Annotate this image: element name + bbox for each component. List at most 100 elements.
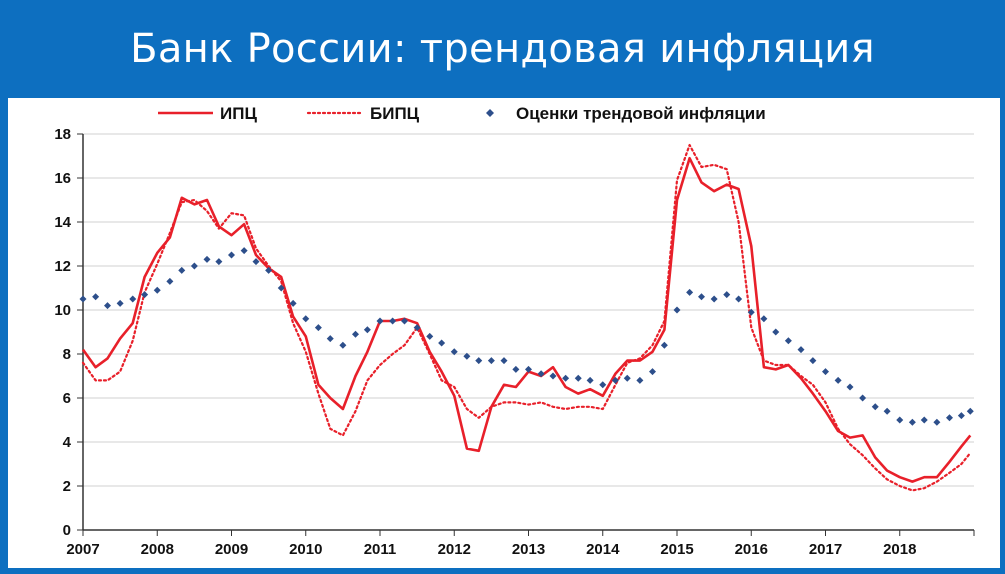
trend-marker xyxy=(686,288,694,296)
chart-series xyxy=(79,143,974,492)
y-tick-label: 14 xyxy=(54,214,71,231)
y-tick-label: 8 xyxy=(63,346,71,363)
trend-marker xyxy=(314,324,322,332)
x-tick-label: 2011 xyxy=(364,541,397,558)
trend-marker xyxy=(475,357,483,365)
trend-marker xyxy=(859,394,867,402)
chart-legend: ИПЦ БИПЦ Оценки трендовой инфляции xyxy=(158,104,766,123)
trend-marker xyxy=(450,348,458,356)
trend-marker xyxy=(376,317,384,325)
trend-marker xyxy=(871,403,879,411)
series-line-core-cpi xyxy=(81,143,972,492)
y-tick-label: 6 xyxy=(63,390,71,407)
title-banner: Банк России: трендовая инфляция xyxy=(0,0,1005,98)
trend-marker xyxy=(822,368,829,376)
trend-marker xyxy=(537,370,545,378)
x-tick-label: 2008 xyxy=(141,541,174,558)
trend-marker xyxy=(562,374,570,382)
trend-marker xyxy=(648,368,656,376)
y-tick-label: 10 xyxy=(54,302,71,319)
chart-panel: 0 2 4 6 8 10 12 14 16 18 2007 2008 2009 2010 2011 2012 2… xyxy=(8,98,1000,568)
trend-marker xyxy=(265,266,273,274)
y-tick-label: 16 xyxy=(54,170,71,187)
trend-marker xyxy=(240,247,248,255)
trend-marker xyxy=(660,341,668,349)
trend-marker xyxy=(277,284,285,292)
trend-marker xyxy=(710,295,718,303)
trend-marker xyxy=(351,330,359,338)
trend-marker xyxy=(252,258,260,266)
trend-marker xyxy=(549,372,557,380)
y-tick-label: 2 xyxy=(63,478,71,495)
trend-marker xyxy=(228,251,235,259)
trend-marker xyxy=(623,374,631,382)
x-tick-label: 2015 xyxy=(660,541,693,558)
trend-marker xyxy=(401,317,409,325)
trend-marker xyxy=(611,376,619,384)
trend-marker xyxy=(599,381,607,389)
x-tick-label: 2009 xyxy=(215,541,248,558)
page-title: Банк России: трендовая инфляция xyxy=(130,26,875,72)
trend-marker xyxy=(190,262,198,270)
trend-marker xyxy=(104,302,112,310)
legend-label: ИПЦ xyxy=(220,104,257,123)
trend-marker xyxy=(463,352,471,360)
trend-marker xyxy=(203,255,211,263)
y-tick-label: 18 xyxy=(54,126,71,143)
x-tick-label: 2013 xyxy=(512,541,545,558)
trend-marker xyxy=(723,291,731,299)
trend-marker xyxy=(389,317,397,325)
x-tick-label: 2018 xyxy=(883,541,916,558)
trend-marker xyxy=(636,376,644,384)
y-tick-label: 12 xyxy=(54,258,71,275)
trend-marker xyxy=(957,412,965,420)
line-chart: 0 2 4 6 8 10 12 14 16 18 2007 2008 2009 2010 2011 2012 2… xyxy=(54,104,975,558)
trend-marker xyxy=(129,295,137,303)
trend-marker xyxy=(141,291,149,299)
trend-marker xyxy=(215,258,223,266)
trend-marker xyxy=(760,315,768,323)
trend-marker xyxy=(426,332,434,340)
chart-axes: 0 2 4 6 8 10 12 14 16 18 2007 2008 2009 2010 2011 2012 2… xyxy=(54,126,975,558)
x-tick-label: 2016 xyxy=(735,541,768,558)
trend-marker xyxy=(698,293,706,301)
trend-marker xyxy=(747,308,755,316)
legend-label: БИПЦ xyxy=(370,104,420,123)
x-tick-label: 2007 xyxy=(66,541,99,558)
trend-marker xyxy=(846,383,854,391)
trend-marker xyxy=(966,407,974,415)
trend-marker xyxy=(772,328,780,336)
trend-marker xyxy=(116,299,124,307)
x-tick-label: 2012 xyxy=(438,541,471,558)
trend-marker xyxy=(908,418,916,426)
trend-marker xyxy=(326,335,334,343)
trend-marker xyxy=(920,416,928,424)
trend-marker xyxy=(289,299,297,307)
x-tick-label: 2014 xyxy=(586,541,620,558)
chart-grid xyxy=(83,133,974,531)
x-tick-label: 2017 xyxy=(809,541,842,558)
trend-marker xyxy=(525,365,532,373)
trend-marker xyxy=(178,266,186,274)
trend-marker xyxy=(512,365,520,373)
trend-marker xyxy=(586,376,594,384)
trend-marker xyxy=(302,315,310,323)
trend-marker xyxy=(834,376,842,384)
trend-marker xyxy=(92,293,100,301)
trend-marker xyxy=(363,326,371,334)
trend-marker xyxy=(883,407,891,415)
trend-marker xyxy=(673,306,681,314)
trend-marker xyxy=(896,416,904,424)
trend-marker xyxy=(809,357,817,365)
trend-marker xyxy=(79,295,87,303)
series-line-cpi xyxy=(81,156,972,483)
trend-marker xyxy=(413,324,421,332)
trend-marker xyxy=(945,414,953,422)
trend-marker xyxy=(339,341,347,349)
y-tick-label: 4 xyxy=(63,434,72,451)
trend-marker xyxy=(438,339,446,347)
trend-marker xyxy=(500,357,508,365)
trend-marker xyxy=(574,374,582,382)
legend-swatch-trend xyxy=(486,109,494,117)
trend-marker xyxy=(487,357,495,365)
